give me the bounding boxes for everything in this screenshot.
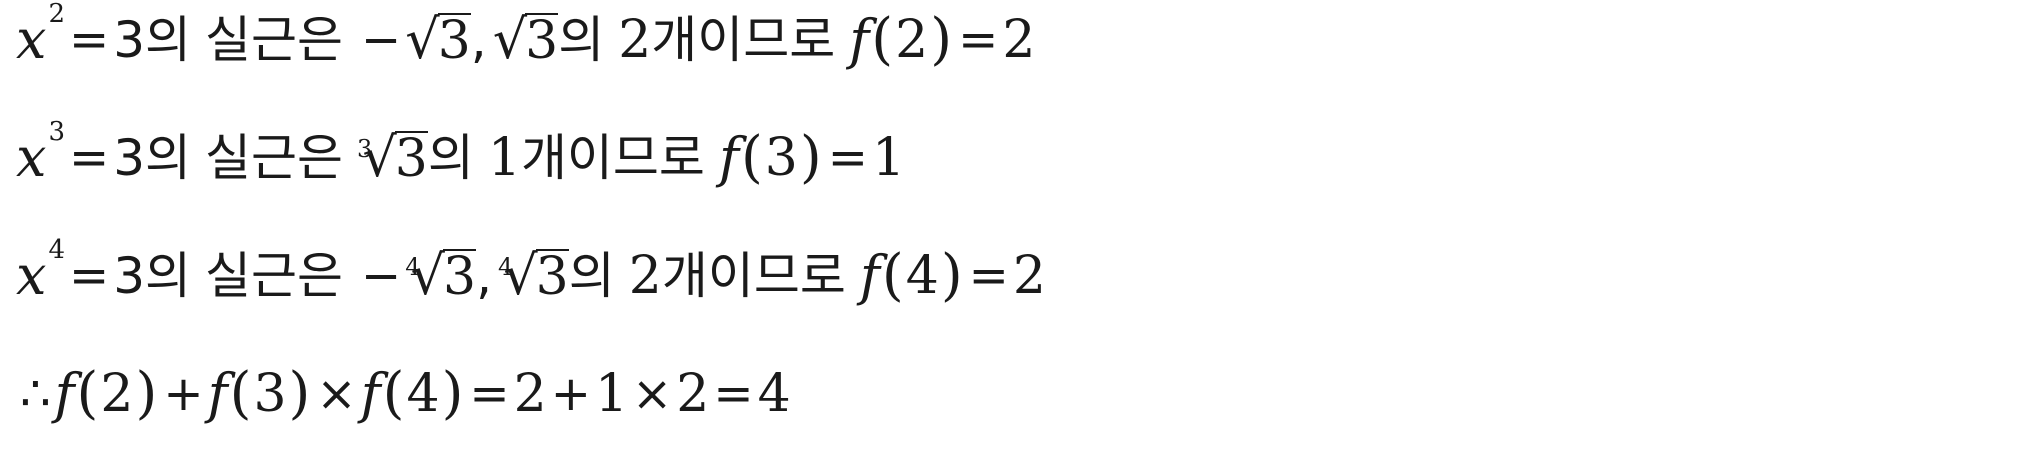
- count-phrase: 개이므로: [520, 129, 705, 187]
- equals-sign: =: [69, 130, 110, 186]
- conclusion-line: ∴ f(2) + f(3) × f(4) = 2 + 1 × 2 = 4: [16, 354, 791, 434]
- radical-sign: √: [410, 244, 445, 307]
- times-sign: ×: [632, 366, 673, 422]
- function-argument: 2: [100, 364, 134, 424]
- equals-sign: =: [968, 248, 1009, 304]
- equals-sign: =: [827, 130, 868, 186]
- root-count: 1: [487, 128, 521, 188]
- real-roots-phrase: 실근은: [205, 247, 344, 305]
- equals-sign: =: [958, 12, 999, 68]
- cube-root-expression: 3 √ 3: [357, 131, 428, 185]
- root-count: 2: [618, 10, 652, 70]
- left-paren: (: [871, 7, 894, 72]
- variable-x: x: [16, 126, 47, 189]
- function-argument: 4: [406, 364, 440, 424]
- radical-sign: √: [362, 126, 397, 189]
- left-paren: (: [229, 361, 252, 426]
- fourth-root-expression: 4 √ 3: [405, 244, 477, 307]
- constant: 3: [113, 11, 146, 69]
- equals-sign: =: [469, 366, 510, 422]
- real-roots-phrase: 실근은: [205, 11, 344, 69]
- left-paren: (: [881, 243, 904, 308]
- minus-sign: −: [361, 248, 402, 304]
- fourth-root-expression: 4 √ 3: [498, 249, 569, 303]
- root-index: 3: [357, 135, 373, 163]
- function-argument: 3: [764, 128, 798, 188]
- exponent: 3: [48, 117, 66, 147]
- function-f: f: [54, 362, 75, 425]
- right-paren: ): [135, 361, 158, 426]
- function-value: 2: [1002, 10, 1036, 70]
- constant: 3: [113, 247, 146, 305]
- variable-x: x: [16, 8, 47, 71]
- right-paren: ): [799, 125, 822, 190]
- right-paren: ): [288, 361, 311, 426]
- equals-sign: =: [69, 12, 110, 68]
- function-argument: 2: [895, 10, 929, 70]
- right-paren: ): [441, 361, 464, 426]
- function-f: f: [360, 362, 381, 425]
- minus-sign: −: [361, 12, 402, 68]
- square-root-expression: √ 3: [493, 13, 559, 67]
- constant: 3: [113, 129, 146, 187]
- function-argument: 3: [253, 364, 287, 424]
- root-count: 2: [628, 246, 662, 306]
- radicand: 3: [535, 247, 569, 307]
- real-roots-phrase: 실근은: [205, 129, 344, 187]
- particle: 의: [145, 11, 192, 69]
- function-f: f: [859, 244, 880, 307]
- variable-x: x: [16, 244, 47, 307]
- plus-sign: +: [550, 366, 591, 422]
- particle: 의: [427, 129, 474, 187]
- exponent: 4: [48, 235, 66, 265]
- function-f: f: [207, 362, 228, 425]
- root-index: 4: [405, 253, 421, 281]
- count-phrase: 개이므로: [651, 11, 836, 69]
- plus-sign: +: [163, 366, 204, 422]
- radicand: 3: [525, 11, 559, 71]
- count-phrase: 개이므로: [661, 247, 846, 305]
- particle: 의: [558, 11, 605, 69]
- left-paren: (: [76, 361, 99, 426]
- equals-sign: =: [713, 366, 754, 422]
- final-answer: 4: [757, 364, 791, 424]
- right-paren: ): [930, 7, 953, 72]
- particle: 의: [568, 247, 615, 305]
- comma: ,: [470, 11, 487, 69]
- radicand: 3: [394, 129, 428, 189]
- function-f: f: [718, 126, 739, 189]
- comma: ,: [476, 247, 492, 305]
- square-root-expression: √ 3: [405, 13, 471, 67]
- therefore-symbol: ∴: [20, 366, 51, 422]
- value-term: 2: [676, 364, 710, 424]
- function-f: f: [849, 8, 870, 71]
- radicand: 3: [437, 11, 471, 71]
- exponent: 2: [48, 0, 66, 29]
- radical-sign: √: [503, 244, 538, 307]
- value-term: 2: [513, 364, 547, 424]
- times-sign: ×: [316, 366, 357, 422]
- function-value: 1: [871, 128, 906, 188]
- root-index: 4: [497, 253, 514, 281]
- radical-sign: √: [405, 8, 440, 71]
- particle: 의: [145, 247, 192, 305]
- left-paren: (: [740, 125, 763, 190]
- left-paren: (: [382, 361, 405, 426]
- radicand: 3: [442, 247, 477, 307]
- function-value: 2: [1012, 246, 1046, 306]
- radical-sign: √: [492, 8, 528, 71]
- equals-sign: =: [69, 248, 110, 304]
- value-term: 1: [594, 364, 629, 424]
- right-paren: ): [940, 243, 963, 308]
- function-argument: 4: [905, 246, 939, 306]
- particle: 의: [145, 129, 192, 187]
